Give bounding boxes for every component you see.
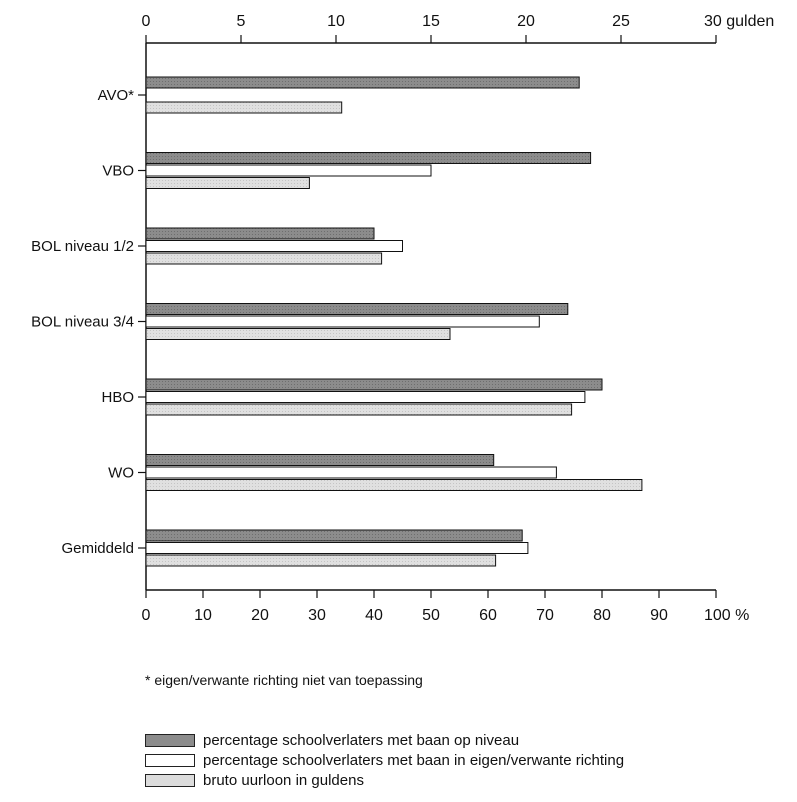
bottom-tick-label: 0 [142, 607, 151, 624]
category-label: WO [108, 465, 134, 482]
legend-item-richting: percentage schoolverlaters met baan in e… [145, 750, 624, 770]
category-label: BOL niveau 3/4 [31, 314, 134, 331]
bar-niveau [145, 303, 569, 315]
bottom-tick-label: 10 [194, 607, 212, 624]
category-label: HBO [101, 389, 134, 406]
bar-richting [145, 466, 557, 479]
top-tick-label: 15 [422, 13, 440, 30]
bar-niveau [145, 529, 523, 542]
bottom-tick-label: 40 [365, 607, 383, 624]
bar-uurloon [145, 479, 643, 491]
legend-swatch-uurloon [145, 773, 195, 787]
legend-label-niveau: percentage schoolverlaters met baan op n… [203, 731, 520, 749]
top-tick-label: 0 [142, 13, 151, 30]
bar-richting [145, 240, 403, 252]
legend-swatch-niveau [145, 733, 195, 747]
legend-label-richting: percentage schoolverlaters met baan in e… [203, 751, 625, 769]
category-label: Gemiddeld [61, 540, 134, 557]
bar-niveau [145, 454, 495, 466]
bottom-tick-label: 20 [251, 607, 269, 624]
category-label: BOL niveau 1/2 [31, 238, 134, 255]
bar-uurloon [145, 177, 310, 189]
category-label: AVO* [98, 87, 135, 104]
bottom-tick-label: 30 [308, 607, 326, 624]
top-tick-label: 20 [517, 13, 535, 30]
bar-uurloon [145, 328, 451, 340]
bars [145, 76, 643, 567]
top-tick-label: 30 gulden [704, 13, 774, 30]
bar-uurloon [145, 554, 497, 567]
legend: percentage schoolverlaters met baan op n… [145, 730, 624, 790]
bar-niveau [145, 378, 603, 391]
top-tick-label: 25 [612, 13, 630, 30]
bottom-tick-label: 70 [536, 607, 554, 624]
bottom-tick-label: 50 [422, 607, 440, 624]
legend-label-uurloon: bruto uurloon in guldens [203, 771, 364, 789]
bar-richting [145, 542, 529, 554]
bar-niveau [145, 227, 375, 240]
bar-richting [145, 315, 540, 328]
bottom-tick-label: 60 [479, 607, 497, 624]
legend-item-uurloon: bruto uurloon in guldens [145, 770, 624, 790]
legend-swatch-richting [145, 753, 195, 767]
bar-richting [145, 164, 432, 177]
category-label: VBO [102, 163, 134, 180]
top-tick-label: 10 [327, 13, 345, 30]
legend-item-niveau: percentage schoolverlaters met baan op n… [145, 730, 624, 750]
bar-niveau [145, 152, 592, 164]
bar-uurloon [145, 101, 343, 114]
labels: 0 10 20 30 40 50 60 70 80 90 100 % 0 5 10 15 20 25 30 gul… [31, 13, 774, 624]
bottom-tick-label: 80 [593, 607, 611, 624]
top-tick-label: 5 [237, 13, 246, 30]
bar-uurloon [145, 252, 383, 265]
footnote: * eigen/verwante richting niet van toepa… [145, 672, 423, 688]
bottom-tick-label: 100 % [704, 607, 749, 624]
bar-uurloon [145, 403, 573, 416]
bottom-tick-label: 90 [650, 607, 668, 624]
bar-richting [145, 391, 586, 403]
bar-niveau [145, 76, 580, 89]
